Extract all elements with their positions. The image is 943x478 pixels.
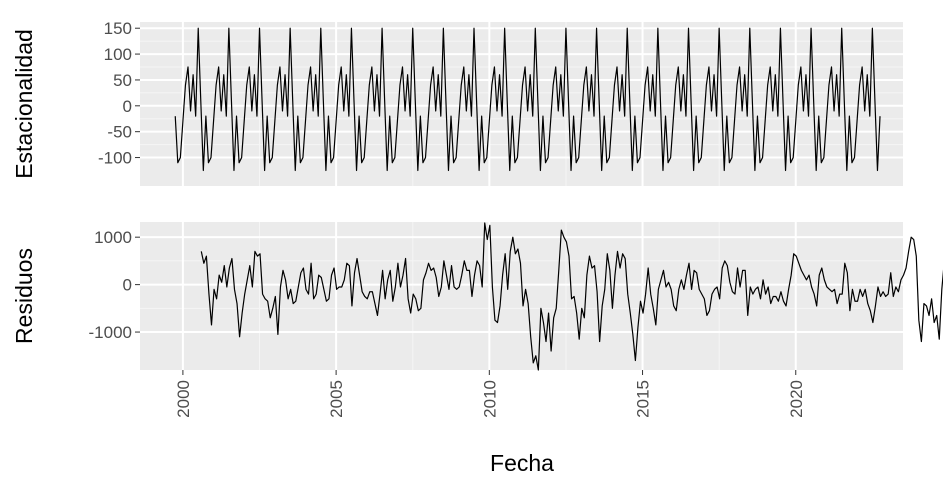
y-tick-label: 0	[123, 276, 132, 295]
residuals-panel: 1000 0 -1000 Residuos	[11, 222, 943, 371]
y-tick-label: 0	[123, 97, 132, 116]
x-axis: 2000 2005 2010 2015 2020	[174, 370, 806, 418]
seasonality-panel: 150 100 50 0 -50 -100 Estacionalidad	[11, 19, 903, 186]
y-tick-label: -100	[98, 149, 132, 168]
x-axis-title: Fecha	[490, 450, 554, 476]
y-tick-label: 1000	[94, 228, 132, 247]
y-axis-title: Estacionalidad	[11, 29, 37, 179]
y-tick-label: 150	[104, 19, 132, 38]
y-tick-label: 50	[113, 71, 132, 90]
panel-background	[140, 222, 903, 370]
x-tick-label: 2015	[634, 380, 653, 418]
y-tick-label: -1000	[89, 323, 132, 342]
y-tick-label: -50	[107, 123, 132, 142]
x-tick-label: 2000	[174, 380, 193, 418]
y-tick-label: 100	[104, 45, 132, 64]
x-tick-label: 2005	[327, 380, 346, 418]
y-axis-title: Residuos	[11, 248, 37, 344]
x-tick-label: 2010	[480, 380, 499, 418]
series-line	[200, 222, 943, 371]
x-tick-label: 2020	[787, 380, 806, 418]
series-line	[174, 27, 881, 172]
